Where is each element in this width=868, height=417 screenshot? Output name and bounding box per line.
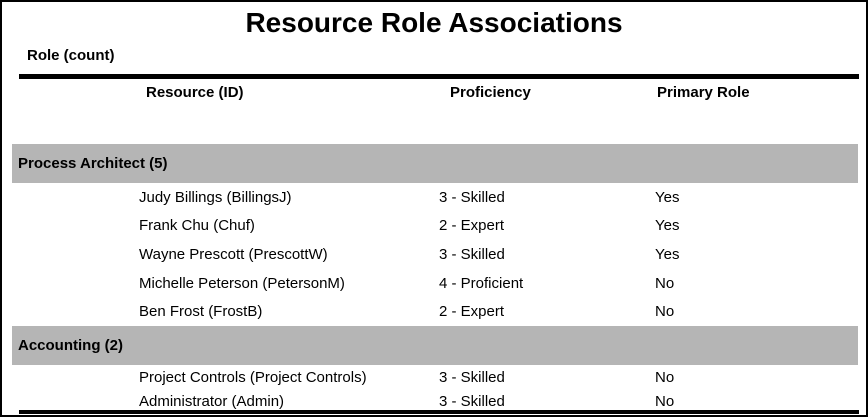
resource-cell: Ben Frost (FrostB) xyxy=(139,303,263,321)
role-group-band: Accounting (2) xyxy=(12,325,858,365)
column-header-resource: Resource (ID) xyxy=(146,84,244,101)
column-header-primary-role: Primary Role xyxy=(657,84,750,101)
top-rule xyxy=(19,74,859,79)
group-rows: Judy Billings (BillingsJ) 3 - Skilled Ye… xyxy=(2,183,866,326)
proficiency-cell: 2 - Expert xyxy=(439,303,505,321)
resource-cell: Administrator (Admin) xyxy=(139,393,285,411)
role-group: Process Architect (5) Judy Billings (Bil… xyxy=(2,144,866,326)
role-count-label: Role (count) xyxy=(27,47,115,64)
resource-cell: Michelle Peterson (PetersonM) xyxy=(139,274,345,292)
role-group: Accounting (2) Project Controls (Project… xyxy=(2,325,866,414)
table-row: Frank Chu (Chuf) 2 - Expert Yes xyxy=(2,212,866,241)
column-header-row: Resource (ID) Proficiency Primary Role xyxy=(2,84,859,102)
proficiency-cell: 3 - Skilled xyxy=(439,188,505,206)
report-body: Process Architect (5) Judy Billings (Bil… xyxy=(2,144,866,414)
role-group-label: Accounting (2) xyxy=(18,336,123,354)
role-group-band: Process Architect (5) xyxy=(12,144,858,183)
column-header-proficiency: Proficiency xyxy=(450,84,531,101)
resource-cell: Wayne Prescott (PrescottW) xyxy=(139,245,328,263)
primary-role-cell: No xyxy=(655,368,675,386)
proficiency-cell: 3 - Skilled xyxy=(439,368,505,386)
role-group-label: Process Architect (5) xyxy=(18,155,168,172)
table-row: Ben Frost (FrostB) 2 - Expert No xyxy=(2,297,866,326)
proficiency-cell: 3 - Skilled xyxy=(439,245,505,263)
resource-cell: Frank Chu (Chuf) xyxy=(139,217,255,235)
table-row: Project Controls (Project Controls) 3 - … xyxy=(2,365,866,390)
primary-role-cell: No xyxy=(655,303,675,321)
resource-cell: Judy Billings (BillingsJ) xyxy=(139,188,292,206)
primary-role-cell: Yes xyxy=(655,188,680,206)
table-row: Michelle Peterson (PetersonM) 4 - Profic… xyxy=(2,269,866,298)
primary-role-cell: Yes xyxy=(655,245,680,263)
proficiency-cell: 2 - Expert xyxy=(439,217,505,235)
resource-cell: Project Controls (Project Controls) xyxy=(139,368,367,386)
page-title: Resource Role Associations xyxy=(245,7,623,38)
table-row: Judy Billings (BillingsJ) 3 - Skilled Ye… xyxy=(2,183,866,212)
primary-role-cell: No xyxy=(655,393,675,411)
primary-role-cell: No xyxy=(655,274,675,292)
group-rows: Project Controls (Project Controls) 3 - … xyxy=(2,365,866,414)
proficiency-cell: 4 - Proficient xyxy=(439,274,524,292)
proficiency-cell: 3 - Skilled xyxy=(439,393,505,411)
bottom-rule xyxy=(19,410,859,414)
table-row: Wayne Prescott (PrescottW) 3 - Skilled Y… xyxy=(2,240,866,269)
primary-role-cell: Yes xyxy=(655,217,680,235)
table-row: Administrator (Admin) 3 - Skilled No xyxy=(2,389,866,414)
